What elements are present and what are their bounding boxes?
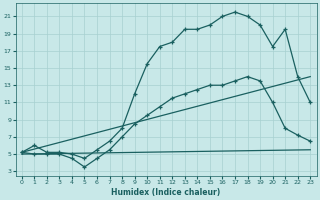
X-axis label: Humidex (Indice chaleur): Humidex (Indice chaleur) [111, 188, 221, 197]
